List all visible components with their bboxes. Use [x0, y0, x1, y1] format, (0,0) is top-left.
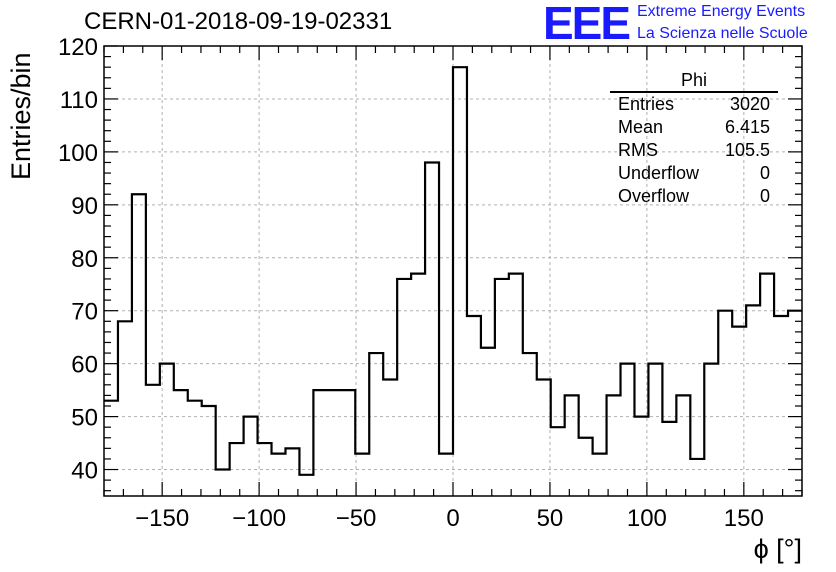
histogram-bin	[774, 316, 788, 496]
y-tick-label: 120	[58, 34, 98, 61]
histogram-bin	[690, 459, 704, 496]
histogram-bin	[537, 380, 551, 496]
stats-row-entries: Entries 3020	[610, 93, 778, 116]
histogram-bin	[509, 274, 523, 496]
histogram-bin	[313, 390, 327, 496]
histogram-bin	[621, 364, 635, 496]
histogram-bin	[118, 321, 132, 496]
histogram-bin	[383, 380, 397, 496]
y-tick-label: 40	[71, 458, 98, 485]
y-axis-label: Entries/bin	[6, 52, 36, 180]
stats-box: Phi Entries 3020 Mean 6.415 RMS 105.5 Un…	[610, 70, 778, 208]
y-tick-label: 80	[71, 246, 98, 273]
histogram-bin	[146, 385, 160, 496]
histogram-bin	[160, 364, 174, 496]
y-tick-label: 60	[71, 352, 98, 379]
plot-title: CERN-01-2018-09-19-02331	[84, 8, 393, 35]
stats-value: 0	[759, 186, 770, 206]
histogram-bin	[523, 353, 537, 496]
histogram-bin	[467, 316, 481, 496]
stats-value: 0	[759, 163, 770, 183]
histogram-bin	[551, 427, 565, 496]
histogram-bin	[676, 395, 690, 496]
x-tick-label: 50	[537, 505, 564, 532]
stats-title: Phi	[610, 70, 778, 93]
stats-row-underflow: Underflow 0	[610, 162, 778, 185]
histogram-bin	[341, 390, 355, 496]
histogram-bin	[704, 364, 718, 496]
histogram-bin	[202, 406, 216, 496]
x-tick-label: 150	[724, 505, 764, 532]
histogram-bin	[327, 390, 341, 496]
x-axis-label: ϕ [°]	[753, 534, 802, 564]
histogram-bin	[244, 417, 258, 496]
x-tick-label: −50	[336, 505, 377, 532]
histogram-bin	[230, 443, 244, 496]
x-tick-label: 100	[627, 505, 667, 532]
histogram-bin	[174, 390, 188, 496]
logo-subtitle-line2: La Scienza nelle Scuole	[637, 25, 808, 42]
histogram-bin	[579, 438, 593, 496]
x-tick-label: −150	[135, 505, 189, 532]
stats-value: 6.415	[724, 117, 770, 137]
histogram-bin	[285, 448, 299, 496]
histogram-bin	[607, 395, 621, 496]
x-tick-label: −100	[232, 505, 286, 532]
histogram-bin	[369, 353, 383, 496]
stats-label: Entries	[618, 94, 675, 114]
x-tick-label: 0	[446, 505, 459, 532]
histogram-bin	[188, 401, 202, 496]
histogram-bin	[411, 274, 425, 496]
histogram-bin	[495, 279, 509, 496]
histogram-bin	[565, 395, 579, 496]
stats-label: RMS	[618, 140, 658, 160]
histogram-bin	[132, 194, 146, 496]
y-tick-label: 70	[71, 299, 98, 326]
histogram-bin	[593, 454, 607, 496]
histogram-line	[104, 66, 802, 476]
histogram-bin	[718, 311, 732, 496]
histogram-bin	[425, 162, 439, 496]
histogram-bin	[648, 364, 662, 496]
histogram-bin	[439, 454, 453, 496]
histogram-bin	[453, 67, 467, 496]
logo-subtitle-line1: Extreme Energy Events	[637, 3, 806, 20]
histogram-bin	[760, 274, 774, 496]
histogram-bin	[299, 475, 313, 496]
y-tick-label: 100	[58, 140, 98, 167]
y-tick-label: 110	[60, 87, 98, 114]
y-tick-label: 90	[71, 193, 98, 220]
eee-logo: EEE	[543, 0, 631, 49]
stats-row-mean: Mean 6.415	[610, 116, 778, 139]
stats-label: Overflow	[618, 186, 690, 206]
stats-value: 105.5	[724, 140, 770, 160]
histogram-bin	[355, 454, 369, 496]
histogram-bin	[662, 422, 676, 496]
histogram-bin	[481, 348, 495, 496]
stats-label: Mean	[618, 117, 664, 137]
y-tick-label: 50	[71, 405, 98, 432]
histogram-bin	[788, 311, 802, 496]
histogram-bin	[216, 470, 230, 496]
stats-label: Underflow	[618, 163, 700, 183]
histogram-bin	[397, 279, 411, 496]
stats-row-overflow: Overflow 0	[610, 185, 778, 208]
histogram-bin	[732, 327, 746, 496]
stats-value: 3020	[729, 94, 770, 114]
histogram-bin	[746, 305, 760, 496]
stats-row-rms: RMS 105.5	[610, 139, 778, 162]
